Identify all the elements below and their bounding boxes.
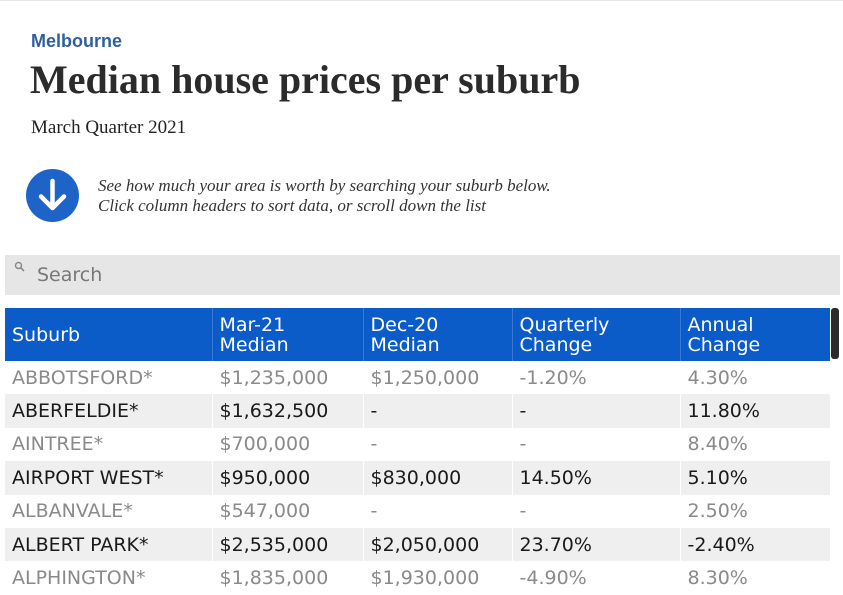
column-header-label: Median <box>219 333 289 356</box>
cell-suburb: AINTREE* <box>12 433 104 456</box>
cell-dec20-median: $830,000 <box>362 461 512 495</box>
cell-suburb: ABBOTSFORD* <box>12 366 153 389</box>
cell-mar21-median: $2,535,000 <box>211 527 363 562</box>
instructions-line-1: See how much your area is worth by searc… <box>98 176 551 195</box>
cell-suburb: ALPHINGTON* <box>12 567 146 590</box>
cell-quarterly-change: 14.50% <box>511 461 680 495</box>
cell-mar21-median: $1,632,500 <box>211 394 363 428</box>
cell-dec20-median: $1,930,000 <box>362 561 512 595</box>
column-header-label: Mar-21 <box>219 313 286 336</box>
cell-suburb: ALBANVALE* <box>12 500 133 523</box>
table-row: AINTREE* $700,000 - - 8.40% <box>5 427 830 462</box>
column-header-label: Change <box>687 333 761 356</box>
column-header-label: Quarterly <box>519 313 610 336</box>
cell-annual-change: 5.10% <box>679 461 830 495</box>
column-header-label: Median <box>370 333 440 356</box>
cell-annual-change: 8.40% <box>679 427 830 462</box>
table-row: ABBOTSFORD* $1,235,000 $1,250,000 -1.20%… <box>5 361 830 395</box>
cell-dec20-median: - <box>362 427 512 462</box>
column-header-label: Annual <box>687 313 754 336</box>
cell-quarterly-change: - <box>511 427 680 462</box>
cell-suburb: ALBERT PARK* <box>12 533 149 556</box>
instructions-line-2: Click column headers to sort data, or sc… <box>98 196 486 215</box>
column-header-mar21-median[interactable]: Mar-21 Median <box>211 308 363 361</box>
table-row: AIRPORT WEST* $950,000 $830,000 14.50% 5… <box>5 461 830 495</box>
column-header-annual-change[interactable]: Annual Change <box>679 308 830 361</box>
cell-dec20-median: - <box>362 394 512 428</box>
cell-dec20-median: - <box>362 494 512 528</box>
table-row: ABERFELDIE* $1,632,500 - - 11.80% <box>5 394 830 428</box>
top-divider <box>0 0 843 1</box>
page-subtitle: March Quarter 2021 <box>31 117 187 138</box>
arrow-down-circle-icon <box>26 169 79 222</box>
cell-quarterly-change: 23.70% <box>511 527 680 562</box>
table-row: ALBERT PARK* $2,535,000 $2,050,000 23.70… <box>5 527 830 562</box>
cell-mar21-median: $1,835,000 <box>211 561 363 595</box>
column-header-quarterly-change[interactable]: Quarterly Change <box>511 308 680 361</box>
cell-quarterly-change: -4.90% <box>511 561 680 595</box>
suburb-prices-table: Suburb Mar-21 Median Dec-20 Median Quarter… <box>5 308 830 595</box>
cell-mar21-median: $950,000 <box>211 461 363 495</box>
column-header-dec20-median[interactable]: Dec-20 Median <box>362 308 512 361</box>
suburb-table-container: Suburb Mar-21 Median Dec-20 Median Quarter… <box>5 308 830 595</box>
search-input[interactable] <box>35 261 817 289</box>
cell-annual-change: 8.30% <box>679 561 830 595</box>
cell-mar21-median: $700,000 <box>211 427 363 462</box>
table-row: ALPHINGTON* $1,835,000 $1,930,000 -4.90%… <box>5 561 830 595</box>
table-scrollbar-thumb[interactable] <box>831 308 839 359</box>
search-icon <box>14 261 25 272</box>
cell-annual-change: 11.80% <box>679 394 830 428</box>
cell-annual-change: 2.50% <box>679 494 830 528</box>
kicker-label: Melbourne <box>31 31 123 51</box>
search-bar[interactable] <box>5 255 840 295</box>
cell-annual-change: -2.40% <box>679 527 830 562</box>
instructions-text: See how much your area is worth by searc… <box>98 176 551 216</box>
cell-mar21-median: $547,000 <box>211 494 363 528</box>
cell-quarterly-change: - <box>511 494 680 528</box>
cell-quarterly-change: - <box>511 394 680 428</box>
cell-suburb: ABERFELDIE* <box>12 400 139 423</box>
cell-dec20-median: $2,050,000 <box>362 527 512 562</box>
column-header-suburb[interactable]: Suburb <box>5 308 212 361</box>
cell-suburb: AIRPORT WEST* <box>12 466 164 489</box>
page-title: Median house prices per suburb <box>30 57 581 102</box>
cell-dec20-median: $1,250,000 <box>362 361 512 395</box>
column-header-label: Change <box>519 333 593 356</box>
column-header-label: Dec-20 <box>370 313 439 336</box>
table-row: ALBANVALE* $547,000 - - 2.50% <box>5 494 830 528</box>
table-header-row: Suburb Mar-21 Median Dec-20 Median Quarter… <box>5 308 830 361</box>
column-header-label: Suburb <box>12 323 81 346</box>
cell-annual-change: 4.30% <box>679 361 830 395</box>
cell-mar21-median: $1,235,000 <box>211 361 363 395</box>
cell-quarterly-change: -1.20% <box>511 361 680 395</box>
